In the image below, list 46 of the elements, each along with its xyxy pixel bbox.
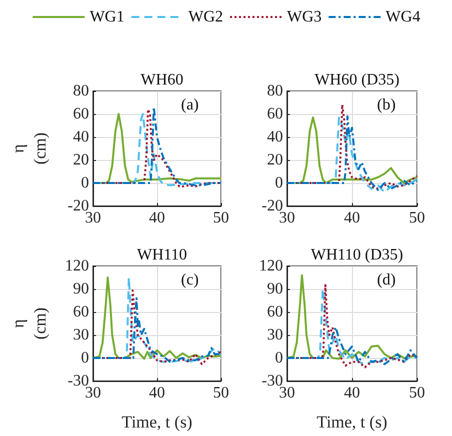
x-tick-label: 50 <box>213 384 229 402</box>
line-series <box>286 274 418 360</box>
x-tick-label: 50 <box>409 210 425 226</box>
y-tick-label: 30 <box>267 326 283 344</box>
chart-title: WH110 (D35) <box>310 246 404 264</box>
y-tick-label: 0 <box>275 174 283 192</box>
y-tick-label: 120 <box>259 258 283 274</box>
legend-label: WG2 <box>188 8 223 26</box>
annotation: (a) <box>181 96 199 114</box>
x-tick-label: 50 <box>409 384 425 402</box>
chart-title: WH60 (D35) <box>314 72 400 88</box>
y-tick-label: 60 <box>267 304 283 320</box>
x-tick-label: 40 <box>149 384 165 402</box>
y-axis-title: η (cm) <box>8 132 50 165</box>
x-tick-label: 40 <box>344 210 360 226</box>
annotation: (c) <box>181 272 199 288</box>
y-tick-label: 0 <box>81 174 89 192</box>
y-tick-label: 0 <box>81 350 89 366</box>
legend-label: WG3 <box>287 8 322 26</box>
x-tick-label: 50 <box>213 210 229 226</box>
y-tick-label: 60 <box>73 304 89 320</box>
y-tick-label: 120 <box>65 258 89 274</box>
line-series <box>286 326 418 366</box>
y-tick-label: 20 <box>267 152 283 168</box>
y-tick-label: 60 <box>73 106 89 122</box>
legend-label: WG4 <box>386 8 420 26</box>
chart-title: WH110 <box>136 246 188 264</box>
y-tick-label: 90 <box>73 280 89 298</box>
y-tick-label: 40 <box>73 128 89 146</box>
y-tick-label: 0 <box>275 350 283 366</box>
legend-label: WG1 <box>90 8 124 26</box>
y-axis-title: η (cm) <box>8 307 50 340</box>
y-tick-label: 20 <box>73 152 89 168</box>
x-axis-title: Time, t (s) <box>122 412 192 432</box>
y-tick-label: 80 <box>267 82 283 100</box>
y-tick-label: 40 <box>267 128 283 146</box>
y-tick-label: 60 <box>267 106 283 122</box>
y-tick-label: 30 <box>73 326 89 344</box>
x-tick-label: 40 <box>149 210 165 226</box>
annotation: (b) <box>377 96 396 114</box>
x-axis-title: Time, t (s) <box>316 412 388 432</box>
chart-title: WH60 <box>140 72 184 88</box>
y-tick-label: 80 <box>73 82 89 100</box>
annotation: (d) <box>377 272 396 288</box>
x-tick-label: 40 <box>344 384 360 402</box>
y-tick-label: 90 <box>267 280 283 298</box>
